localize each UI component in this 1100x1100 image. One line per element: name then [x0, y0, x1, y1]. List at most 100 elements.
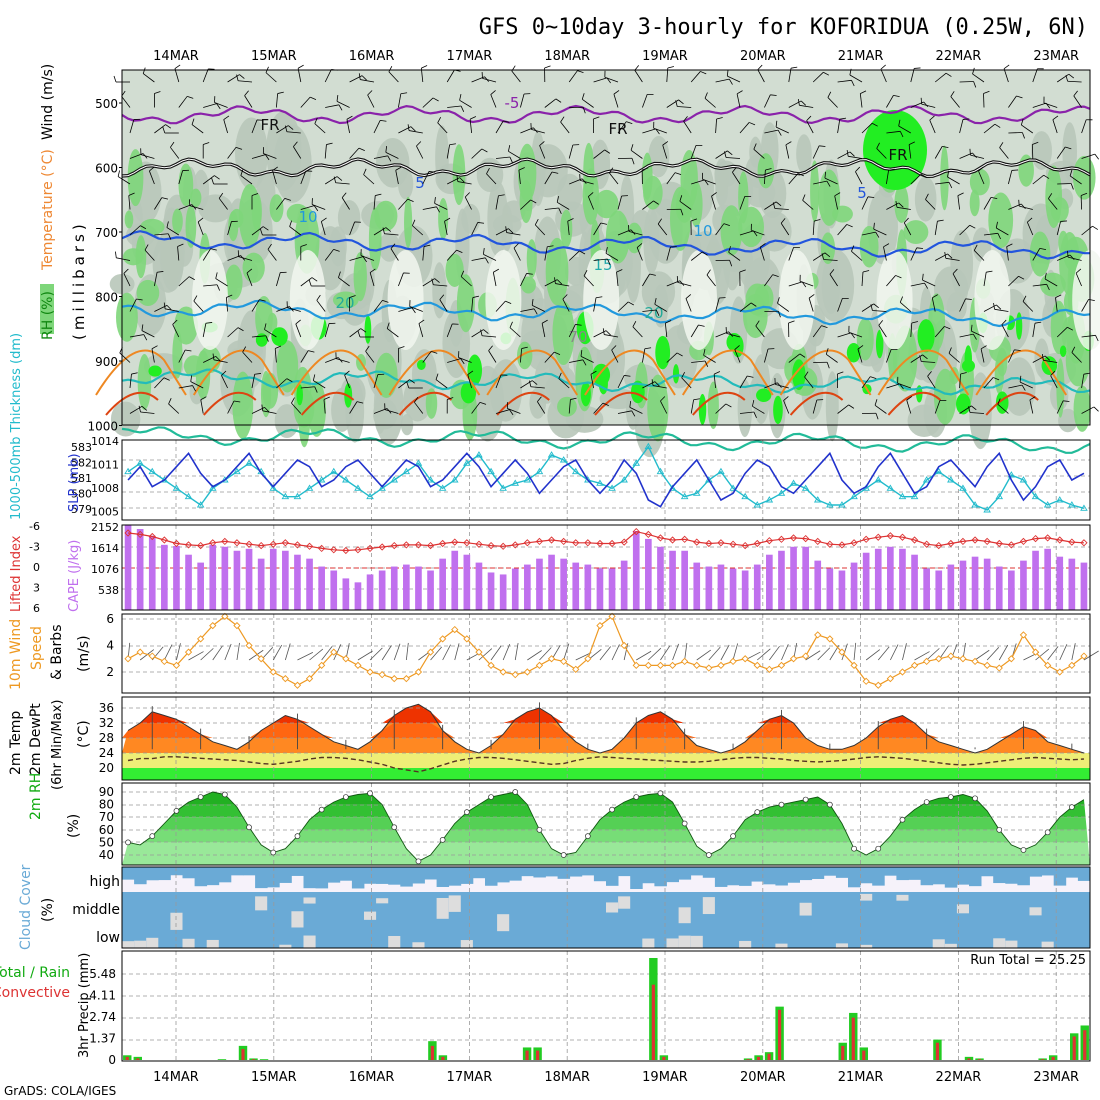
wind-barb	[144, 244, 155, 261]
wind-barb-flag	[678, 99, 684, 105]
wind-barb	[593, 222, 608, 236]
lifted-index-point	[753, 539, 761, 548]
wind-barb	[537, 396, 546, 414]
wind-speed-point	[814, 631, 822, 639]
wind-barb-staff	[983, 377, 994, 389]
wind-barb	[251, 119, 264, 134]
cloud-mid-low-bar	[1017, 892, 1030, 948]
rh-moist-area	[648, 135, 670, 178]
wind-barb-staff	[121, 96, 131, 108]
wind-barb-staff	[471, 402, 481, 414]
wind-barb-staff	[544, 246, 548, 261]
wind-barb	[886, 348, 898, 363]
wind-barb-staff	[439, 299, 448, 312]
wind-barb-flag	[753, 143, 757, 150]
wind-barb-10m	[781, 644, 789, 661]
wind-barb-staff	[532, 305, 545, 312]
wind-speed-point	[160, 657, 168, 666]
wind-barb-flag	[937, 219, 944, 222]
wind-barb	[739, 122, 756, 134]
wind-barb-flag	[1086, 119, 1093, 121]
wind-barb	[154, 377, 170, 389]
wind-label-b: Speed	[29, 626, 45, 670]
wind-barb-flag	[577, 70, 584, 73]
lifted-index-point	[366, 544, 374, 553]
wind-barb-flag	[260, 228, 263, 236]
wind-barb	[544, 98, 562, 108]
wind-barb	[189, 199, 204, 210]
wind-barb-staff	[193, 300, 204, 312]
cloud-high-bar	[521, 867, 534, 877]
wind-barb-flag	[777, 129, 782, 136]
thickness-point	[402, 467, 411, 475]
wind-barb	[227, 400, 241, 414]
wind-barb	[520, 273, 533, 287]
wind-barb-flag	[846, 224, 853, 228]
lifted-index-point	[765, 537, 773, 545]
cloud-mid-low-bar	[848, 892, 861, 948]
wind-barb	[732, 167, 741, 185]
wind-barb-staff	[617, 375, 625, 389]
cloud-gap	[412, 942, 425, 948]
wind-barb-flag	[605, 330, 611, 336]
cloud-gap	[279, 944, 292, 948]
wind-label-c: & Barbs	[49, 625, 65, 681]
wind-barb-flag	[1050, 370, 1056, 376]
wind-barb	[999, 142, 1009, 159]
wind-barb-flag	[384, 403, 386, 410]
wind-barb-staff	[654, 303, 668, 312]
wind-barb-staff	[518, 170, 521, 185]
wind-barb	[397, 346, 405, 363]
wind-barb-staff	[398, 272, 404, 287]
rh-saturated-area	[271, 327, 288, 347]
wind-barb-staff	[808, 297, 814, 312]
wind-speed-point	[935, 655, 943, 663]
wind-barb-flag	[702, 172, 704, 180]
wind-barb-staff	[851, 251, 863, 261]
wind-barb-flag	[851, 245, 855, 252]
wind-barb	[593, 149, 611, 159]
wind-barb	[178, 349, 192, 363]
wind-barb-staff	[759, 246, 765, 261]
rh-moist-area	[660, 325, 698, 389]
wind-barb-flag	[898, 202, 904, 208]
wind-barb-flag	[923, 101, 929, 108]
wind-label-a: 10m Wind	[8, 619, 24, 690]
wind-barb-staff	[203, 103, 217, 108]
wind-barb-flag	[423, 244, 431, 247]
wind-barb	[593, 402, 609, 414]
thickness-point	[813, 496, 822, 503]
wind-barb-staff	[174, 68, 180, 83]
wind-barb	[1081, 334, 1099, 342]
wind-barb	[227, 74, 245, 83]
wind-barb	[495, 194, 505, 210]
wind-barb	[908, 141, 915, 159]
wind-barb-staff	[636, 247, 643, 261]
wind-barb-flag	[310, 96, 317, 100]
wind-barb	[959, 372, 967, 389]
cloud-high-bar	[763, 867, 776, 885]
rh-point	[923, 799, 930, 805]
isotherm-line	[887, 391, 942, 416]
cloud-gap	[993, 938, 1006, 948]
wind-barb-flag	[613, 90, 620, 95]
cloud-high-bar	[872, 867, 885, 886]
cloud-gap	[1005, 940, 1018, 948]
wind-barb	[382, 227, 399, 236]
rh-wet-area	[127, 149, 144, 207]
wind-barb-staff	[495, 300, 506, 312]
wind-barb-staff	[240, 175, 253, 185]
date-label-top: 23MAR	[1033, 49, 1079, 64]
wind-barb-flag	[903, 217, 909, 223]
wind-barb	[541, 319, 548, 338]
wind-barb	[1026, 217, 1034, 236]
cape-bar	[161, 544, 168, 610]
rh-wet-area	[560, 209, 573, 248]
wind-barb-10m	[309, 648, 324, 661]
wind-barb	[876, 142, 887, 159]
lifted-index-point	[354, 546, 362, 554]
wind-barb-flag	[409, 379, 416, 384]
wind-barb-flag	[999, 142, 1004, 148]
wind-barb-10m	[357, 650, 373, 661]
cloud-mid-low-bar	[351, 892, 365, 948]
